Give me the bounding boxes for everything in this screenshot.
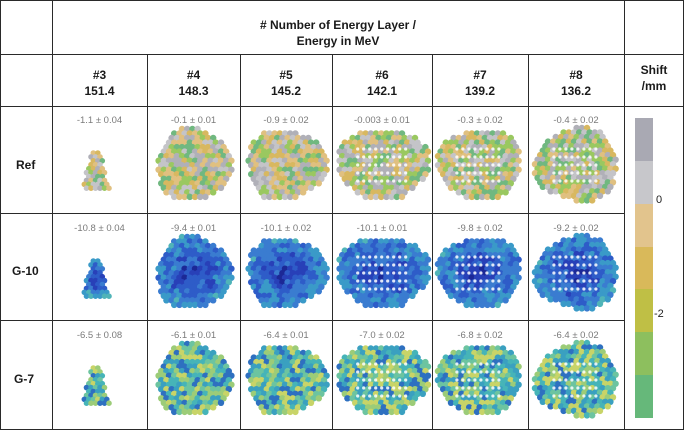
layer-energy: 151.4 <box>84 84 115 98</box>
colorbar-segment <box>635 160 653 205</box>
shift-value: -6.8 ± 0.02 <box>457 330 503 341</box>
shift-unit-label: Shift /mm <box>624 62 684 94</box>
colorbar-tick-minus-2: -2 <box>654 308 664 320</box>
shift-value: -0.9 ± 0.02 <box>263 115 309 126</box>
colorbar-tick-0: 0 <box>656 194 663 206</box>
layer-energy: 139.2 <box>464 84 496 98</box>
column-header-layer-6: #6 142.1 <box>332 67 432 99</box>
spot-map <box>81 150 112 191</box>
spot-map <box>155 233 235 309</box>
grid-line <box>432 54 433 430</box>
spot-map <box>245 238 330 309</box>
layer-number: #5 <box>279 68 293 82</box>
header-title-line2: Energy in MeV <box>296 34 380 48</box>
shift-value: -6.4 ± 0.01 <box>263 330 309 341</box>
spot-map <box>336 238 432 309</box>
header-title: # Number of Energy Layer / Energy in MeV <box>52 17 624 49</box>
grid-line <box>0 54 684 55</box>
shift-value: -0.003 ± 0.01 <box>354 115 410 126</box>
shift-value: -6.4 ± 0.02 <box>553 330 599 341</box>
column-header-layer-3: #3 151.4 <box>52 67 147 99</box>
shift-value: -10.1 ± 0.02 <box>260 223 312 234</box>
spot-map <box>245 345 330 416</box>
spot-map <box>434 238 522 309</box>
grid-line <box>0 0 684 1</box>
colorbar-segment <box>635 289 653 333</box>
column-header-layer-8: #8 136.2 <box>528 67 624 99</box>
layer-number: #6 <box>375 68 389 82</box>
spot-map <box>531 232 619 312</box>
shift-value: -7.0 ± 0.02 <box>359 330 405 341</box>
spot-map <box>531 339 619 419</box>
shift-value: -0.1 ± 0.01 <box>170 115 217 126</box>
grid-line <box>332 54 333 430</box>
spot-map <box>155 125 235 201</box>
shift-value: -0.4 ± 0.02 <box>553 115 599 126</box>
layer-number: #4 <box>186 68 201 82</box>
layer-number: #3 <box>92 68 107 82</box>
colorbar-segment <box>635 332 653 376</box>
spot-map <box>81 365 112 406</box>
shift-value: -1.1 ± 0.04 <box>76 115 123 126</box>
colorbar-segment <box>635 246 653 290</box>
layer-number: #8 <box>569 68 583 82</box>
layer-energy: 142.1 <box>366 84 398 98</box>
grid-line <box>0 0 1 430</box>
shift-value: -10.1 ± 0.01 <box>356 223 408 234</box>
shift-label: Shift <box>640 63 668 77</box>
spot-map <box>531 124 619 204</box>
spot-map <box>245 130 330 201</box>
row-label-ref: Ref <box>16 158 36 172</box>
shift-value: -0.3 ± 0.02 <box>457 115 503 126</box>
colorbar-segment <box>635 203 653 248</box>
grid-line <box>240 54 241 430</box>
spot-map <box>155 340 235 416</box>
colorbar-segment <box>635 118 653 162</box>
spot-map <box>434 345 522 416</box>
row-label-g10: G-10 <box>12 264 39 278</box>
spot-map <box>81 258 112 299</box>
spot-map <box>336 130 432 201</box>
shift-unit: /mm <box>641 79 667 93</box>
shift-value: -6.1 ± 0.01 <box>170 330 217 341</box>
layer-energy: 145.2 <box>270 84 302 98</box>
grid-line <box>147 54 148 430</box>
grid-line <box>52 0 53 430</box>
shift-value: -9.8 ± 0.02 <box>457 223 503 234</box>
layer-number: #7 <box>473 68 487 82</box>
grid-line <box>624 0 625 430</box>
grid-line <box>0 213 624 214</box>
grid-line <box>0 320 624 321</box>
header-title-line1: # Number of Energy Layer / <box>259 18 417 32</box>
row-label-g7: G-7 <box>14 372 35 386</box>
layer-energy: 136.2 <box>560 84 592 98</box>
shift-value: -6.5 ± 0.08 <box>76 330 123 341</box>
column-header-layer-5: #5 145.2 <box>240 67 332 99</box>
shift-value: -10.8 ± 0.04 <box>74 223 125 234</box>
shift-value: -9.4 ± 0.01 <box>170 223 217 234</box>
colorbar-segment <box>635 375 653 419</box>
column-header-layer-4: #4 148.3 <box>147 67 240 99</box>
column-header-layer-7: #7 139.2 <box>432 67 528 99</box>
shift-value: -9.2 ± 0.02 <box>553 223 599 234</box>
grid-line <box>528 54 529 430</box>
spot-map <box>434 130 522 201</box>
grid-line <box>0 106 684 107</box>
layer-energy: 148.3 <box>178 84 209 98</box>
spot-map <box>336 345 432 416</box>
